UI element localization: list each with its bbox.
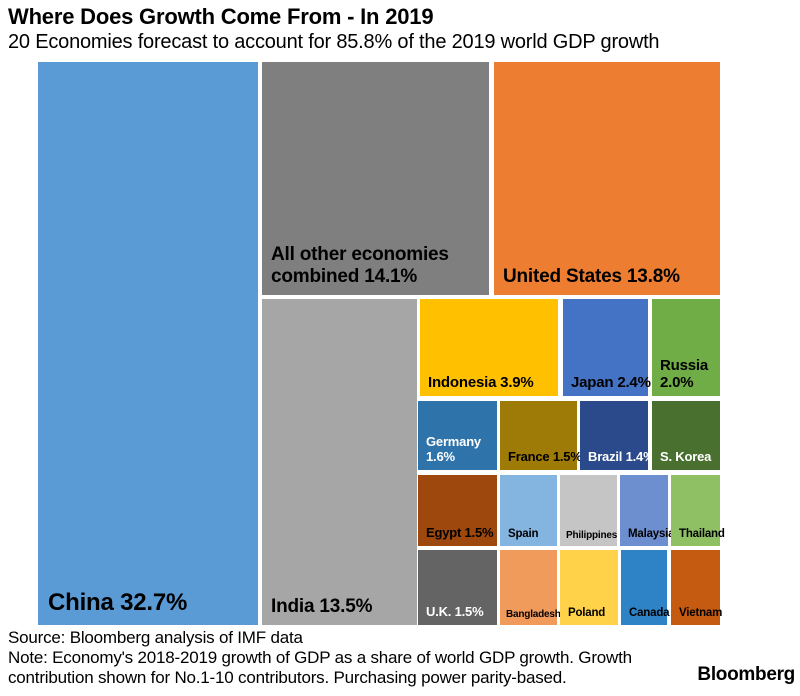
treemap-cell-united-states: United States 13.8% xyxy=(494,62,720,295)
treemap-cell-germany: Germany 1.6% xyxy=(418,401,497,470)
treemap-cell-label-china: China 32.7% xyxy=(48,589,188,617)
treemap-cell-label-france: France 1.5% xyxy=(508,449,582,465)
treemap-cell-canada: Canada xyxy=(621,550,670,625)
treemap-cell-label-egypt: Egypt 1.5% xyxy=(426,525,494,541)
treemap-cell-label-s-korea: S. Korea xyxy=(660,449,712,465)
treemap-cell-label-germany: Germany 1.6% xyxy=(426,434,481,465)
page-title: Where Does Growth Come From - In 2019 xyxy=(8,4,434,29)
treemap-cell-japan: Japan 2.4% xyxy=(563,299,651,396)
page-subtitle: 20 Economies forecast to account for 85.… xyxy=(8,31,660,53)
treemap-cell-all-other: All other economies combined 14.1% xyxy=(262,62,489,295)
treemap-cell-malaysia: Malaysia xyxy=(620,475,675,546)
treemap-cell-philippines: Philippines xyxy=(560,475,617,546)
treemap-cell-indonesia: Indonesia 3.9% xyxy=(420,299,558,396)
note-text-line-1: Note: Economy's 2018-2019 growth of GDP … xyxy=(8,648,632,667)
treemap-cell-vietnam: Vietnam xyxy=(671,550,723,625)
treemap-cell-s-korea: S. Korea xyxy=(652,401,720,470)
footer: Source: Bloomberg analysis of IMF data N… xyxy=(8,628,632,688)
treemap-cell-egypt: Egypt 1.5% xyxy=(418,475,497,546)
treemap-cell-label-bangladesh: Bangladesh xyxy=(506,608,561,620)
treemap-cell-india: India 13.5% xyxy=(262,299,417,625)
treemap-cell-label-thailand: Thailand xyxy=(679,527,725,540)
treemap-cell-uk: U.K. 1.5% xyxy=(418,550,497,625)
bloomberg-logo: Bloomberg xyxy=(697,664,795,685)
treemap-cell-label-russia: Russia 2.0% xyxy=(660,356,708,391)
treemap-cell-china: China 32.7% xyxy=(38,62,258,625)
treemap-cell-label-canada: Canada xyxy=(629,606,670,619)
treemap-cell-label-philippines: Philippines xyxy=(566,529,618,541)
treemap-chart: China 32.7% All other economies combined 1… xyxy=(38,62,725,625)
treemap-cell-poland: Poland xyxy=(560,550,618,625)
treemap-cell-label-poland: Poland xyxy=(568,606,606,619)
source-text: Source: Bloomberg analysis of IMF data xyxy=(8,628,303,647)
treemap-cell-brazil: Brazil 1.4% xyxy=(580,401,655,470)
treemap-cell-label-spain: Spain xyxy=(508,527,539,540)
treemap-cell-label-india: India 13.5% xyxy=(271,596,373,618)
treemap-cell-label-malaysia: Malaysia xyxy=(628,527,675,540)
treemap-cell-russia: Russia 2.0% xyxy=(652,299,720,396)
treemap-cell-label-uk: U.K. 1.5% xyxy=(426,604,484,620)
treemap-cell-label-vietnam: Vietnam xyxy=(679,606,723,619)
treemap-cell-spain: Spain xyxy=(500,475,557,546)
treemap-cell-thailand: Thailand xyxy=(671,475,725,546)
treemap-cell-label-indonesia: Indonesia 3.9% xyxy=(428,373,534,391)
treemap-cell-label-all-other: All other economies combined 14.1% xyxy=(271,244,449,288)
treemap-cell-label-united-states: United States 13.8% xyxy=(503,266,680,288)
treemap-cell-bangladesh: Bangladesh xyxy=(500,550,561,625)
note-text-line-2: contribution shown for No.1-10 contribut… xyxy=(8,668,567,687)
treemap-cell-label-japan: Japan 2.4% xyxy=(571,373,651,391)
treemap-cell-france: France 1.5% xyxy=(500,401,582,470)
treemap-cell-label-brazil: Brazil 1.4% xyxy=(588,449,655,465)
